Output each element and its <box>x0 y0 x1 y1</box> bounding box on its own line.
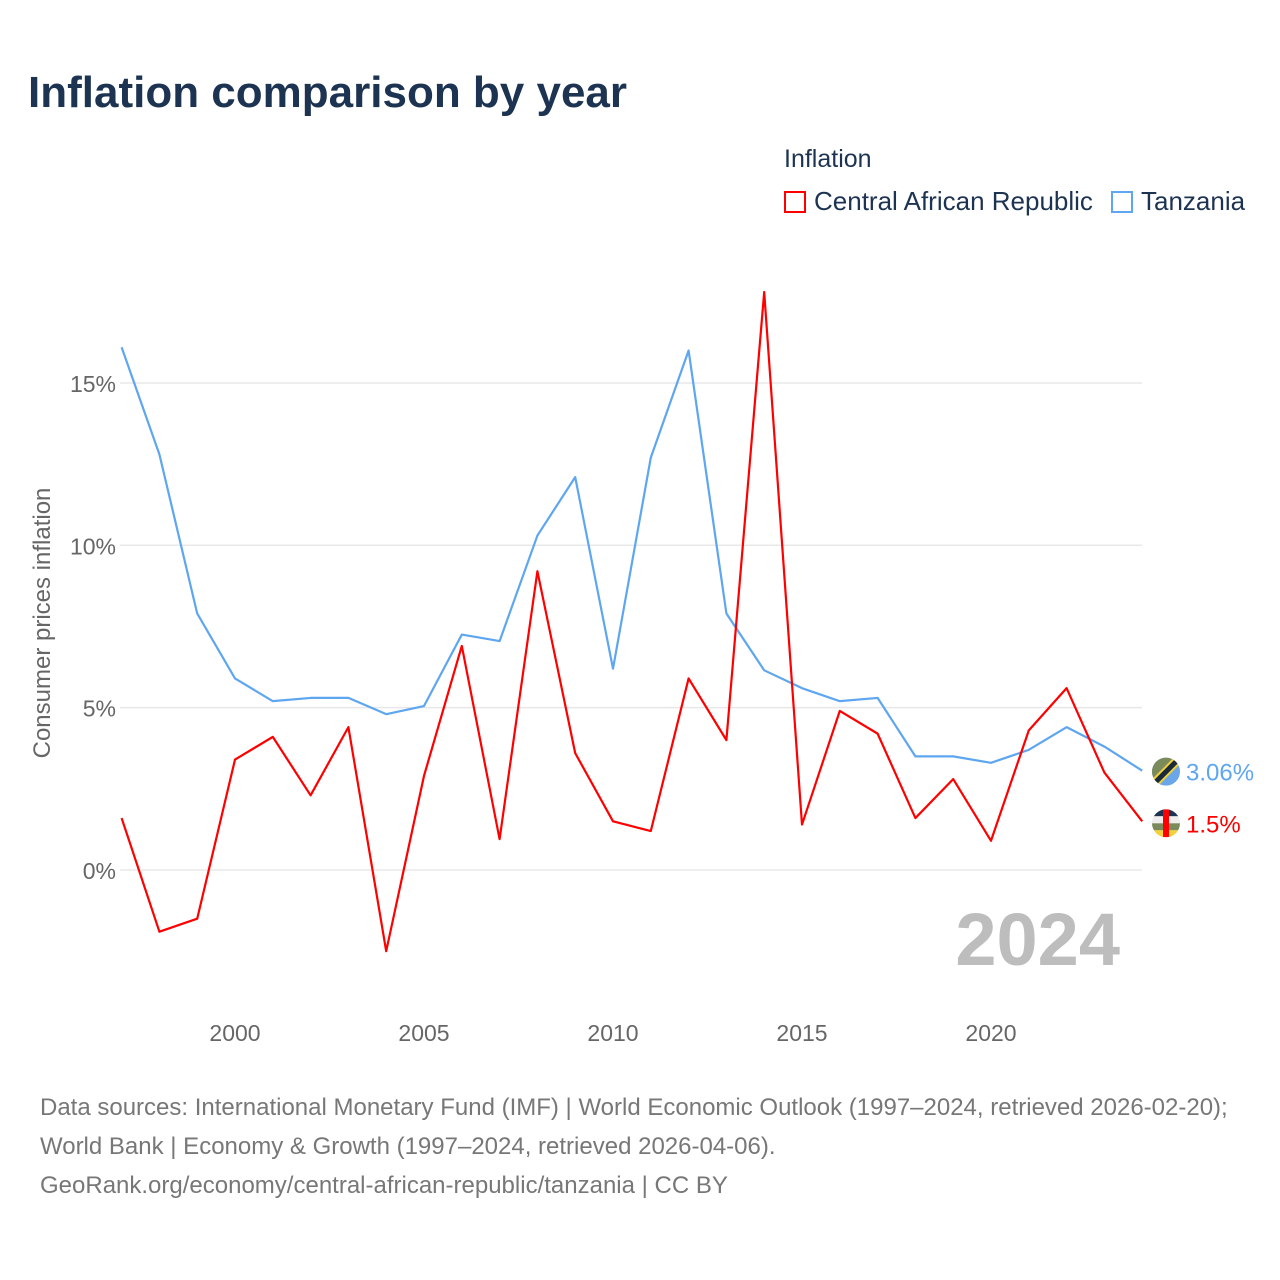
y-tick-label: 15% <box>70 371 116 397</box>
y-tick-label: 5% <box>83 696 116 722</box>
x-tick-label: 2000 <box>209 1020 260 1046</box>
series-line-tanzania <box>120 346 1143 772</box>
line-chart: 0% 5% 10% 15% 2000 2005 2010 2015 2020 Consumer p… <box>29 290 1254 1046</box>
y-tick-label: 0% <box>83 858 116 884</box>
data-sources: Data sources: International Monetary Fun… <box>40 1094 1228 1160</box>
legend-title: Inflation <box>784 145 872 173</box>
y-axis-label: Consumer prices inflation <box>29 488 56 759</box>
y-tick-label: 10% <box>70 533 116 559</box>
footer: Data sources: International Monetary Fun… <box>40 1088 1250 1205</box>
legend-swatch-car <box>784 190 806 213</box>
legend-label-car: Central African Republic <box>814 186 1093 216</box>
year-watermark: 2024 <box>955 898 1120 981</box>
tanzania-flag-icon <box>1152 757 1180 786</box>
legend-swatch-tanzania <box>1111 190 1133 213</box>
x-tick-label: 2010 <box>587 1020 638 1046</box>
chart-title: Inflation comparison by year <box>28 68 628 117</box>
x-tick-label: 2015 <box>776 1020 827 1046</box>
series-line-car <box>120 290 1144 953</box>
x-tick-label: 2005 <box>398 1020 449 1046</box>
legend-item-car[interactable]: Central African Republic <box>784 186 1093 217</box>
source-link[interactable]: GeoRank.org/economy/central-african-repu… <box>40 1172 728 1199</box>
car-flag-icon <box>1152 809 1180 838</box>
end-label-car: 1.5% <box>1186 811 1241 838</box>
legend-label-tanzania: Tanzania <box>1141 186 1246 216</box>
legend-item-tanzania[interactable]: Tanzania <box>1111 186 1245 217</box>
end-label-tanzania: 3.06% <box>1186 760 1254 787</box>
x-tick-label: 2020 <box>965 1020 1016 1046</box>
